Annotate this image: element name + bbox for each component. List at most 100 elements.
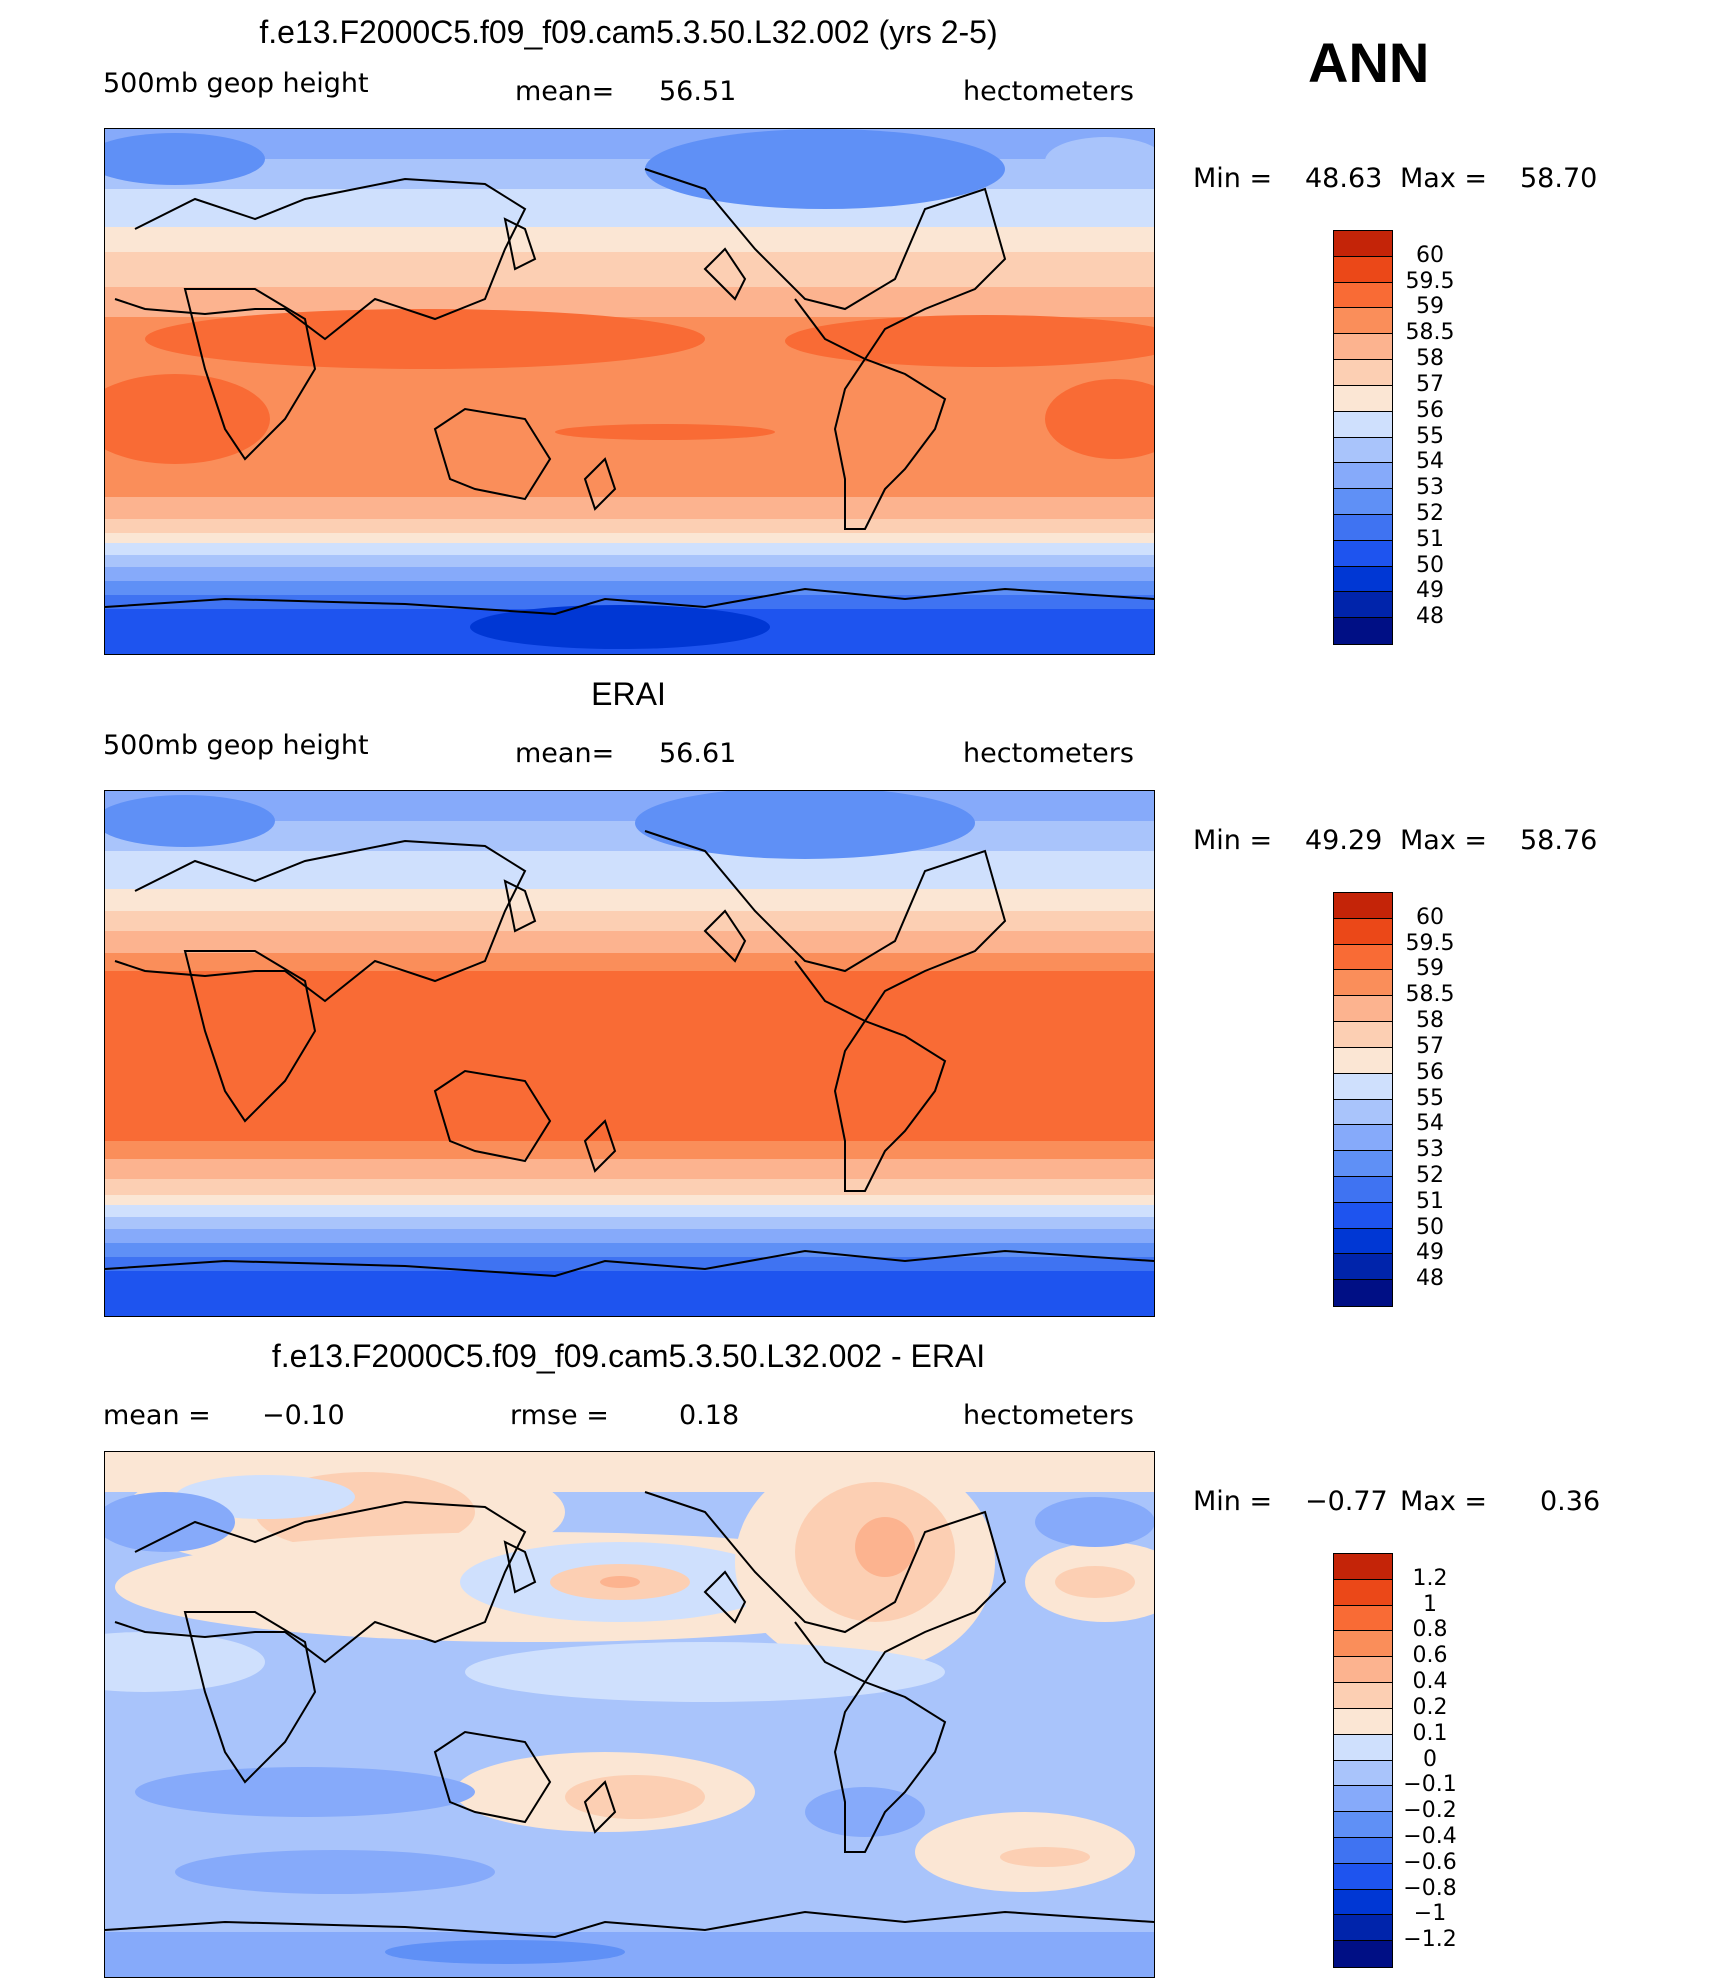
colorbar-box bbox=[1333, 591, 1393, 619]
colorbar-tick-label: 49 bbox=[1416, 1240, 1444, 1266]
colorbar-box bbox=[1333, 1098, 1393, 1126]
colorbar-tick-label: 50 bbox=[1416, 1214, 1444, 1240]
colorbar-tick-label: 53 bbox=[1416, 475, 1444, 501]
max-value-model: 58.70 bbox=[1520, 163, 1598, 194]
colorbar-tick-label: 52 bbox=[1416, 500, 1444, 526]
colorbar-tick-label: 57 bbox=[1416, 1033, 1444, 1059]
panel-mean-value-diff: −0.10 bbox=[262, 1400, 345, 1431]
max-label-model: Max = bbox=[1400, 163, 1488, 194]
colorbar-box bbox=[1333, 230, 1393, 257]
colorbar-tick-label: 52 bbox=[1416, 1162, 1444, 1188]
map-svg-obs bbox=[105, 791, 1154, 1316]
colorbar-tick-label: 0.4 bbox=[1412, 1669, 1448, 1695]
colorbar-tick-label: 58.5 bbox=[1405, 320, 1455, 346]
colorbar-box bbox=[1333, 1733, 1393, 1761]
map-panel-obs bbox=[104, 790, 1155, 1317]
colorbar-tick-label: 0.6 bbox=[1412, 1643, 1448, 1669]
colorbar-box bbox=[1333, 1553, 1393, 1580]
colorbar-tick-label: 49 bbox=[1416, 578, 1444, 604]
colorbar-tick-label: 0 bbox=[1423, 1746, 1437, 1772]
panel-rmse-label-diff: rmse = bbox=[510, 1400, 609, 1431]
panel-units-obs: hectometers bbox=[963, 738, 1134, 769]
colorbar-box bbox=[1333, 1759, 1393, 1787]
coastlines-model bbox=[105, 168, 1154, 616]
colorbar-tick-label: 59 bbox=[1416, 294, 1444, 320]
colorbar-box bbox=[1333, 1707, 1393, 1735]
min-label-obs: Min = bbox=[1193, 825, 1273, 856]
max-value-obs: 58.76 bbox=[1520, 825, 1598, 856]
panel-rmse-value-diff: 0.18 bbox=[679, 1400, 740, 1431]
colorbar-tick-label: 60 bbox=[1416, 904, 1444, 930]
colorbar-box bbox=[1333, 1888, 1393, 1916]
colorbar-box bbox=[1333, 1227, 1393, 1255]
map-svg-model bbox=[105, 129, 1154, 654]
colorbar-box bbox=[1333, 410, 1393, 438]
colorbar-box bbox=[1333, 1175, 1393, 1203]
colorbar-box bbox=[1333, 1604, 1393, 1632]
colorbar-box bbox=[1333, 917, 1393, 945]
colorbar-tick-label: 58 bbox=[1416, 346, 1444, 372]
colorbar-tick-label: 0.2 bbox=[1412, 1694, 1448, 1720]
panel-mean-label-obs: mean= bbox=[515, 738, 615, 769]
colorbar-box bbox=[1333, 565, 1393, 593]
colorbar-box bbox=[1333, 1914, 1393, 1942]
colorbar-tick-label: 48 bbox=[1416, 1266, 1444, 1292]
colorbar-box bbox=[1333, 488, 1393, 515]
colorbar-tick-label: 0.1 bbox=[1412, 1720, 1448, 1746]
colorbar-box bbox=[1333, 359, 1393, 386]
colorbar-tick-label: 58.5 bbox=[1405, 982, 1455, 1008]
colorbar-box bbox=[1333, 384, 1393, 412]
contour-bands-diff bbox=[105, 1452, 1154, 1977]
colorbar-tick-label: 0.8 bbox=[1412, 1617, 1448, 1643]
min-value-obs: 49.29 bbox=[1305, 825, 1383, 856]
panel-units-model: hectometers bbox=[963, 76, 1134, 107]
colorbar-box bbox=[1333, 462, 1393, 490]
colorbar-box bbox=[1333, 539, 1393, 567]
colorbar-box bbox=[1333, 1682, 1393, 1709]
colorbar-tick-label: 59.5 bbox=[1405, 930, 1455, 956]
colorbar-box bbox=[1333, 943, 1393, 971]
panel-mean-label-diff: mean = bbox=[103, 1400, 211, 1431]
map-panel-diff bbox=[104, 1451, 1155, 1978]
max-value-diff: 0.36 bbox=[1540, 1486, 1601, 1517]
colorbar-tick-label: 59.5 bbox=[1405, 268, 1455, 294]
colorbar-tick-label: 59 bbox=[1416, 956, 1444, 982]
colorbar-box bbox=[1333, 892, 1393, 919]
colorbar-tick-label: 50 bbox=[1416, 552, 1444, 578]
colorbar-tick-label: 55 bbox=[1416, 423, 1444, 449]
colorbar-box bbox=[1333, 1021, 1393, 1048]
colorbar-box bbox=[1333, 307, 1393, 335]
colorbar-box bbox=[1333, 281, 1393, 309]
colorbar-tick-label: −0.1 bbox=[1403, 1772, 1457, 1798]
colorbar-tick-label: 51 bbox=[1416, 1188, 1444, 1214]
colorbar-box bbox=[1333, 1201, 1393, 1229]
contour-bands-obs bbox=[105, 791, 1154, 1316]
colorbar-box bbox=[1333, 1656, 1393, 1684]
colorbar-box bbox=[1333, 1578, 1393, 1606]
colorbar-box bbox=[1333, 1862, 1393, 1890]
panel-mean-value-model: 56.51 bbox=[659, 76, 737, 107]
colorbar-obs bbox=[1333, 892, 1393, 1307]
min-label-model: Min = bbox=[1193, 163, 1273, 194]
colorbar-box bbox=[1333, 1150, 1393, 1177]
colorbar-tick-label: 58 bbox=[1416, 1008, 1444, 1034]
colorbar-tick-label: 51 bbox=[1416, 526, 1444, 552]
colorbar-tick-label: 53 bbox=[1416, 1137, 1444, 1163]
colorbar-model bbox=[1333, 230, 1393, 645]
colorbar-tick-label: −0.8 bbox=[1403, 1875, 1457, 1901]
panel-variable-label-model: 500mb geop height bbox=[103, 68, 369, 99]
panel-mean-value-obs: 56.61 bbox=[659, 738, 737, 769]
colorbar-tick-label: 60 bbox=[1416, 242, 1444, 268]
colorbar-box bbox=[1333, 1630, 1393, 1658]
min-value-diff: −0.77 bbox=[1305, 1486, 1388, 1517]
colorbar-box bbox=[1333, 969, 1393, 997]
colorbar-tick-label: 56 bbox=[1416, 1059, 1444, 1085]
panel-units-diff: hectometers bbox=[963, 1400, 1134, 1431]
colorbar-diff bbox=[1333, 1553, 1393, 1968]
colorbar-box bbox=[1333, 1811, 1393, 1838]
colorbar-box bbox=[1333, 1940, 1393, 1968]
panel-title-diff: f.e13.F2000C5.f09_f09.cam5.3.50.L32.002 … bbox=[271, 1338, 986, 1374]
coastlines-diff bbox=[105, 1491, 1154, 1939]
map-svg-diff bbox=[105, 1452, 1154, 1977]
colorbar-tick-label: 1.2 bbox=[1412, 1565, 1448, 1591]
